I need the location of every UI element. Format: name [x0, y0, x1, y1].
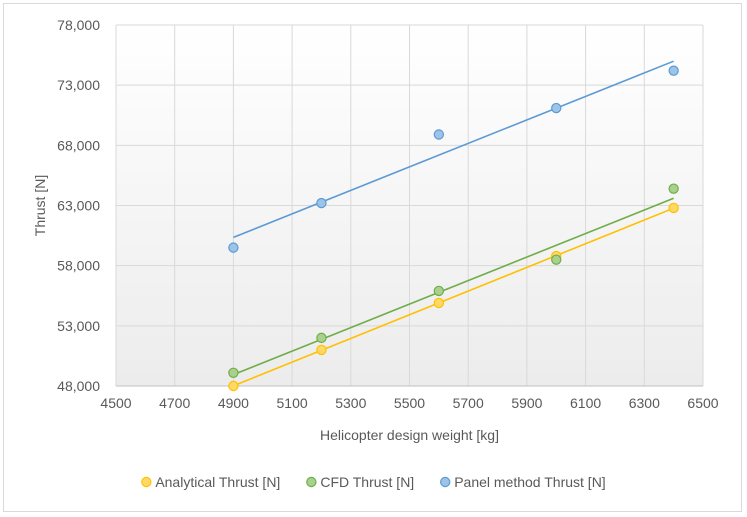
grid-lines: [115, 24, 704, 387]
data-point-series-0: [668, 202, 679, 214]
y-axis-ticks: 48,000 53,000 58,000 63,000 68,000 73,000 78,0…: [57, 17, 100, 394]
legend-label: Analytical Thrust [N]: [155, 474, 280, 490]
data-point-series-1: [228, 367, 239, 378]
trendline-series-0: [233, 207, 674, 387]
data-point-series-1: [551, 254, 562, 265]
legend-item: Analytical Thrust [N]: [141, 474, 280, 490]
x-tick-label: 4500: [100, 395, 131, 411]
trendlines: [233, 60, 674, 387]
data-point-series-0: [228, 380, 239, 392]
y-tick-label: 68,000: [57, 137, 100, 153]
x-tick-label: 5700: [453, 395, 484, 411]
legend-marker: [440, 476, 451, 488]
y-tick-label: 53,000: [57, 318, 100, 334]
x-axis-ticks: 4500 4700 4900 5100 5300 5500 5700 5900 6100 6300…: [100, 395, 718, 411]
legend-label: Panel method Thrust [N]: [454, 474, 605, 490]
x-tick-label: 4700: [159, 395, 190, 411]
legend-marker: [141, 476, 152, 488]
y-tick-label: 48,000: [57, 378, 100, 394]
data-point-series-2: [551, 102, 562, 114]
x-axis-title: Helicopter design weight [kg]: [320, 427, 499, 443]
data-point-series-1: [433, 285, 445, 297]
data-point-series-1: [668, 183, 679, 194]
x-tick-label: 6500: [687, 395, 718, 411]
data-point-series-0: [316, 344, 327, 356]
data-point-series-2: [433, 129, 445, 140]
legend-marker: [306, 476, 317, 488]
x-tick-label: 5900: [511, 395, 542, 411]
y-tick-label: 73,000: [57, 77, 100, 93]
x-tick-label: 5500: [394, 395, 425, 411]
y-tick-label: 63,000: [57, 198, 100, 214]
data-point-series-2: [228, 242, 239, 253]
y-axis-title: Thrust [N]: [32, 175, 48, 236]
legend-item: CFD Thrust [N]: [306, 474, 414, 490]
x-tick-label: 6300: [629, 395, 660, 411]
data-point-series-1: [316, 332, 327, 344]
x-tick-label: 5300: [335, 395, 366, 411]
data-point-series-2: [668, 65, 679, 76]
data-points: [228, 65, 679, 392]
y-tick-label: 58,000: [57, 258, 100, 274]
x-tick-label: 5100: [277, 395, 308, 411]
trendline-series-1: [233, 197, 674, 376]
legend-label: CFD Thrust [N]: [320, 474, 414, 490]
legend-item: Panel method Thrust [N]: [440, 474, 606, 490]
legend: Analytical Thrust [N] CFD Thrust [N] Panel…: [141, 474, 606, 490]
x-tick-label: 4900: [218, 395, 249, 411]
x-tick-label: 6100: [570, 395, 601, 411]
data-point-series-0: [433, 297, 445, 309]
trendline-series-2: [233, 60, 674, 239]
data-point-series-2: [316, 197, 327, 209]
y-tick-label: 78,000: [57, 17, 100, 33]
